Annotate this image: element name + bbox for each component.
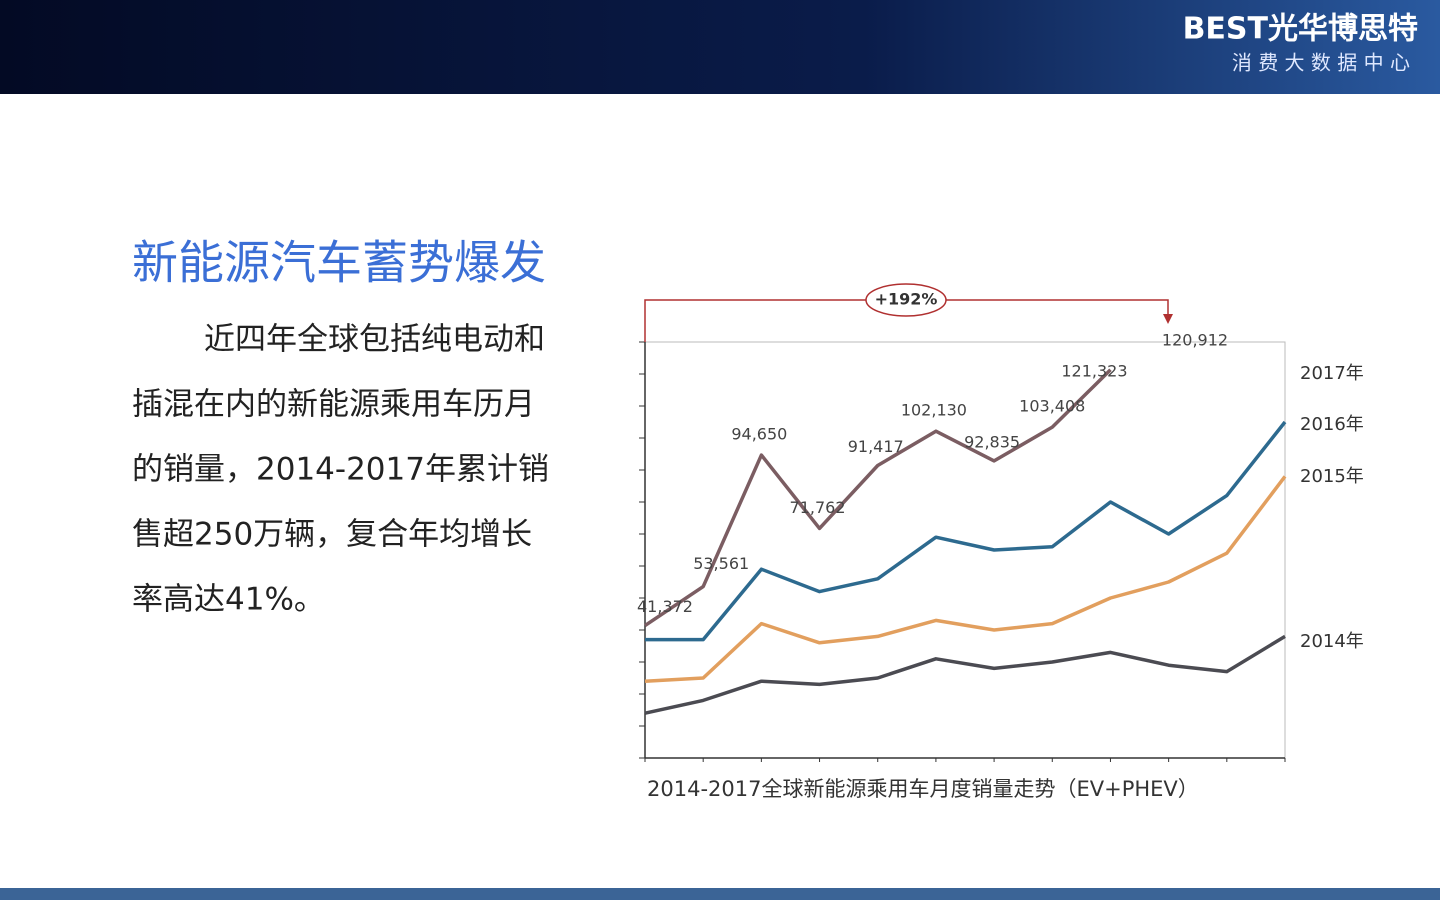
annotation-arrow xyxy=(1163,314,1173,324)
paragraph-line: 售超250万辆，复合年均增长 xyxy=(132,517,532,553)
annotation-ellipse xyxy=(865,283,947,317)
paragraph-line: 的销量，2014-2017年累计销 xyxy=(132,452,549,488)
header-band xyxy=(0,0,1440,94)
annotation: +192% xyxy=(875,290,938,309)
series-line xyxy=(644,368,1112,628)
data-label: 53,561 xyxy=(693,554,749,573)
data-label: 103,408 xyxy=(1019,397,1085,416)
data-label: 71,762 xyxy=(790,498,846,517)
annotation: 120,912 xyxy=(1162,331,1228,350)
legend-label: 2017年 xyxy=(1300,363,1364,384)
data-label: 94,650 xyxy=(731,425,787,444)
data-label: 121,323 xyxy=(1061,361,1127,380)
paragraph-line: 率高达41%。 xyxy=(132,582,325,618)
footer-band xyxy=(0,888,1440,900)
series-line xyxy=(645,420,1287,642)
series-line xyxy=(644,475,1287,683)
data-label: 91,417 xyxy=(848,437,904,456)
slide-title: 新能源汽车蓄势爆发 xyxy=(132,236,546,290)
plot-frame xyxy=(645,341,1286,758)
chart-title: 2014-2017全球新能源乘用车月度销量走势（EV+PHEV） xyxy=(647,777,1199,801)
legend-label: 2016年 xyxy=(1300,414,1364,435)
logo-subtitle: 消 费 大 数 据 中 心 xyxy=(1232,51,1410,75)
paragraph-line: 插混在内的新能源乘用车历月 xyxy=(132,387,535,423)
data-label: 41,372 xyxy=(637,597,693,616)
data-label: 92,835 xyxy=(964,432,1020,451)
series-line xyxy=(644,634,1286,715)
legend-label: 2014年 xyxy=(1300,631,1364,652)
paragraph-line: 近四年全球包括纯电动和 xyxy=(204,322,545,358)
logo: BEST光华博思特 xyxy=(1183,12,1418,47)
data-label: 102,130 xyxy=(901,401,967,420)
legend-label: 2015年 xyxy=(1300,466,1364,487)
